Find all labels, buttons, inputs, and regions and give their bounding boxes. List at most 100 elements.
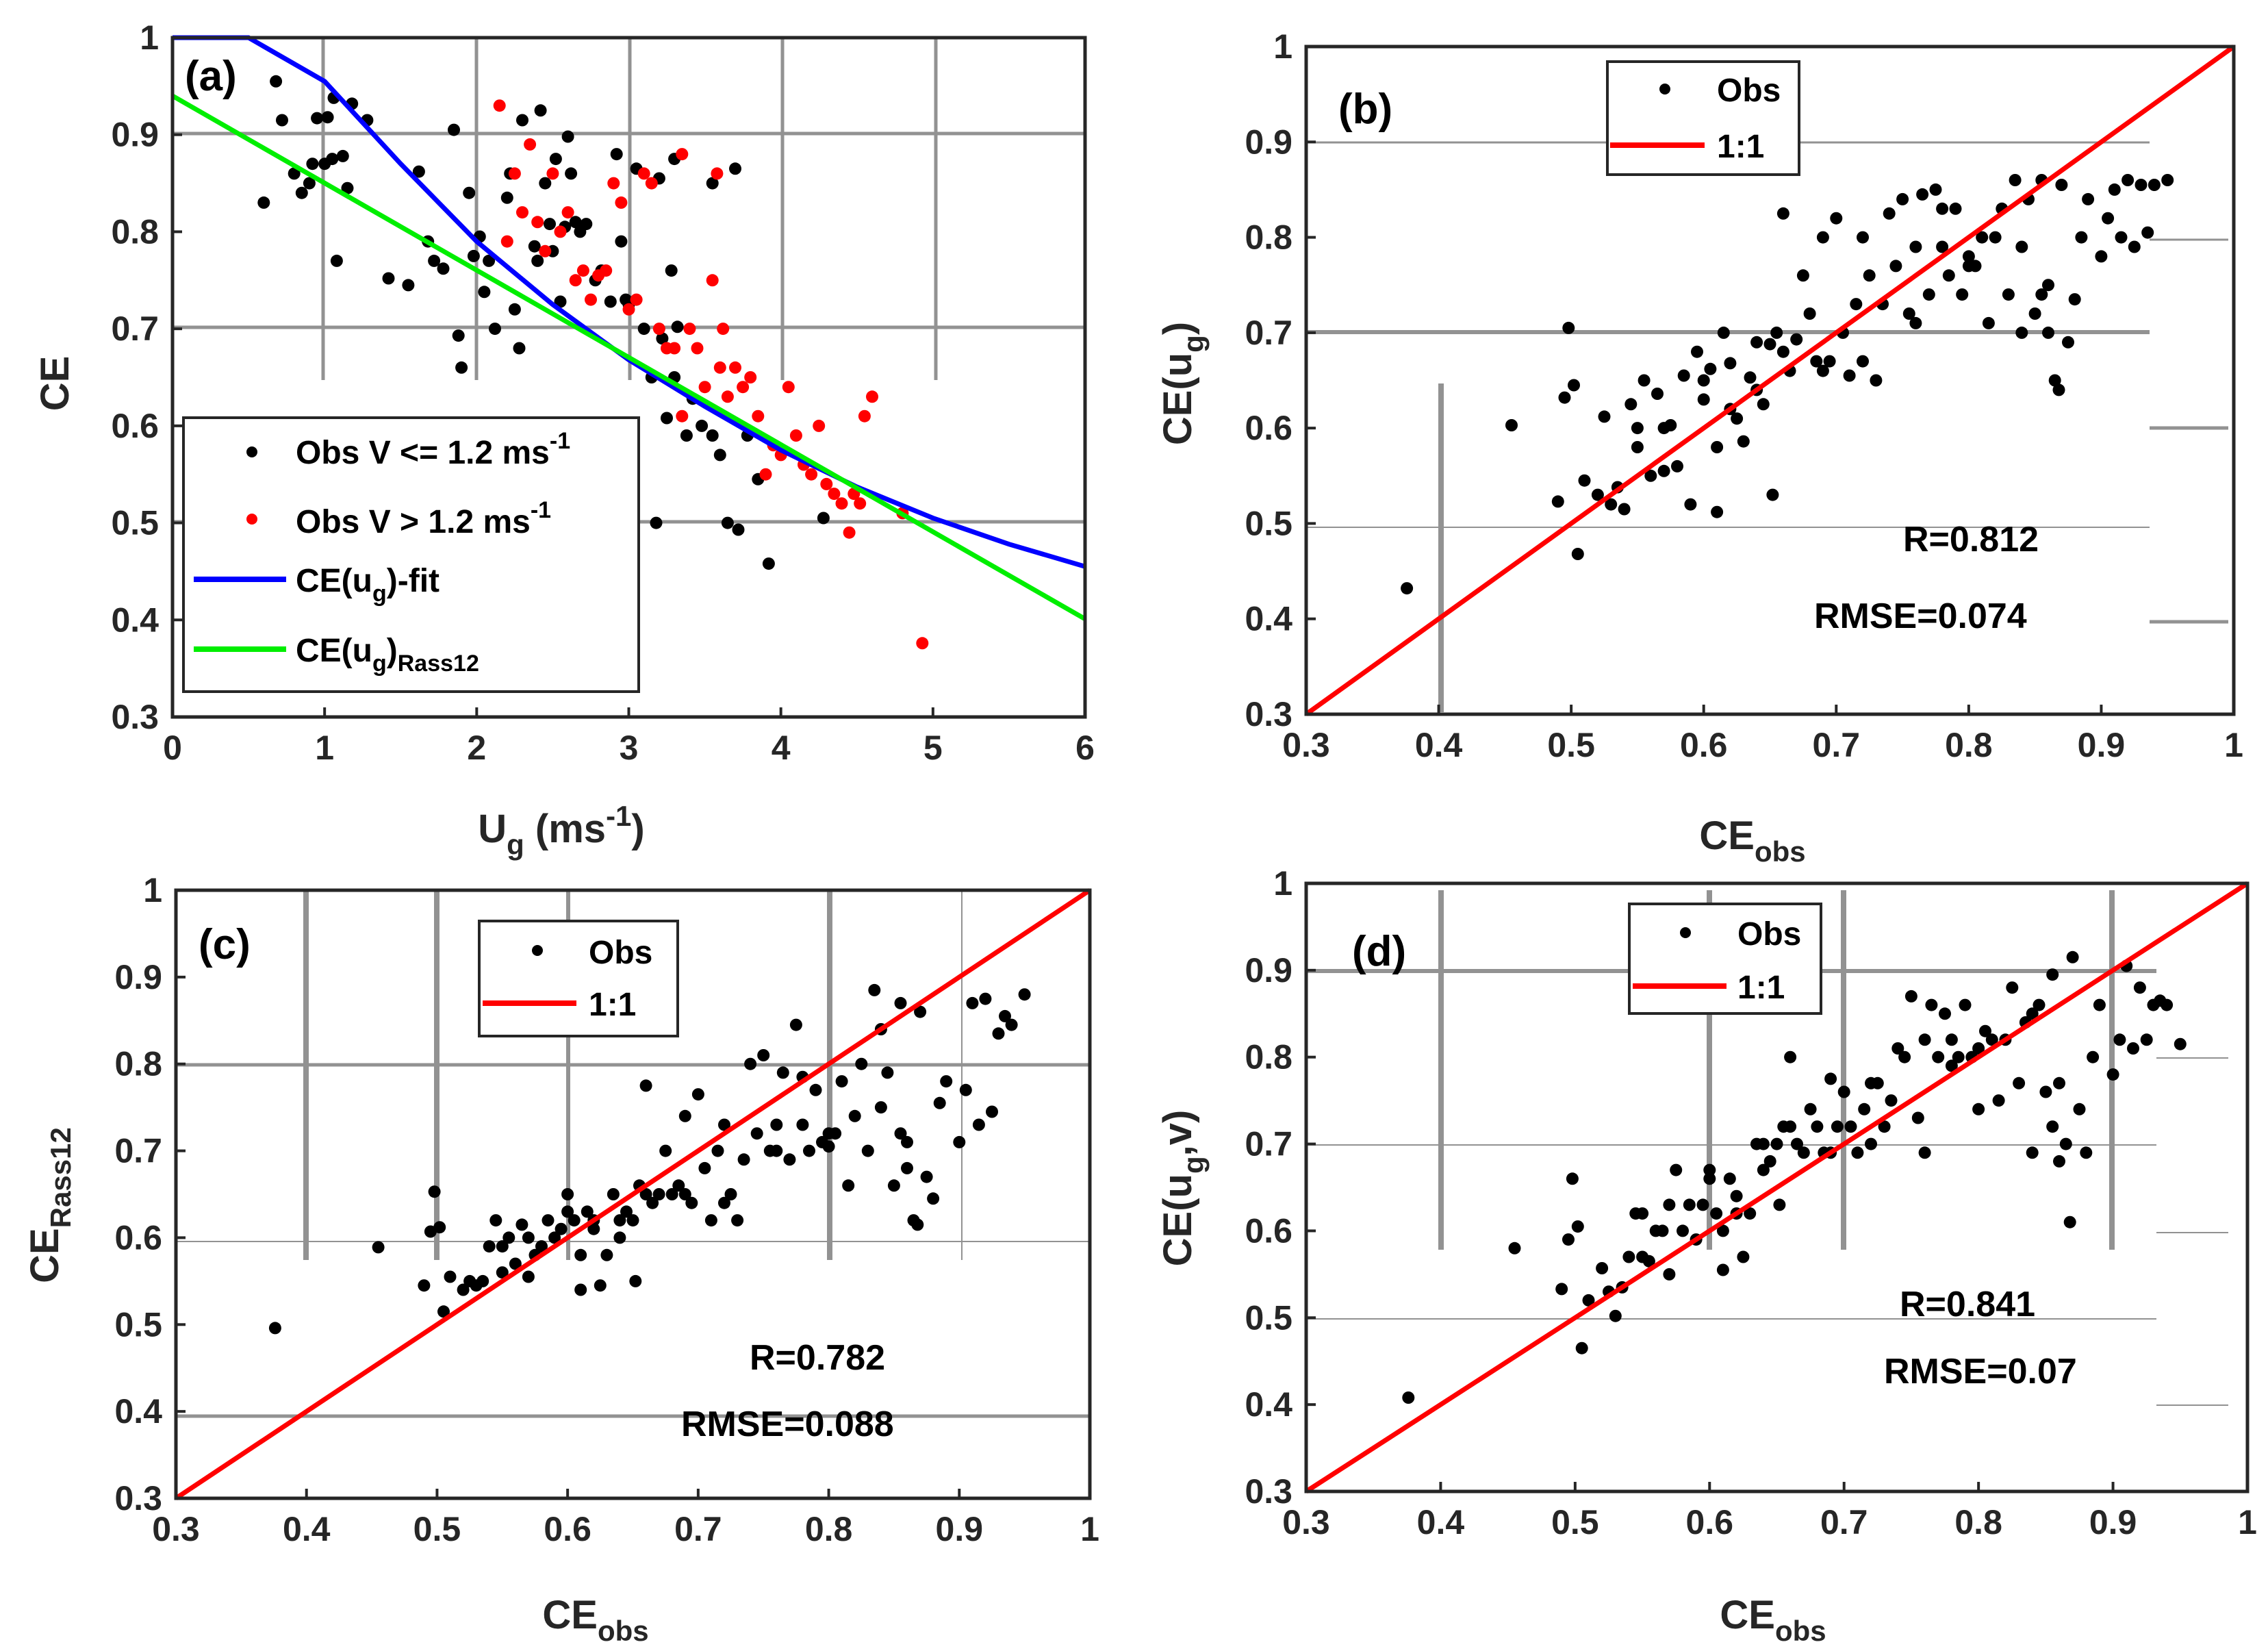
panel-a-point bbox=[452, 329, 465, 342]
panel-a-point bbox=[737, 381, 750, 394]
panel-b-rmse-value: RMSE=0.074 bbox=[1814, 596, 2027, 636]
panel-c-point bbox=[835, 1075, 848, 1088]
panel-b-point bbox=[2128, 240, 2141, 253]
panel-d-point bbox=[2066, 950, 2079, 963]
panel-a-point bbox=[554, 225, 567, 238]
panel-b-xtick-label: 0.4 bbox=[1415, 726, 1463, 764]
panel-d-point bbox=[1871, 1076, 1884, 1089]
panel-a-point bbox=[713, 449, 726, 462]
panel-a-point bbox=[500, 191, 513, 204]
panel-d-ytick-label: 0.9 bbox=[1245, 951, 1292, 990]
panel-a-ytick-label: 0.4 bbox=[111, 601, 159, 639]
panel-a-point bbox=[463, 186, 476, 199]
panel-a-point bbox=[680, 429, 693, 442]
panel-d-point bbox=[1757, 1137, 1770, 1150]
panel-c-point bbox=[581, 1205, 594, 1218]
panel-a-legend: Obs V <= 1.2 ms-1 Obs V > 1.2 ms-1 CE(ug… bbox=[182, 416, 640, 693]
panel-c-ytick-label: 0.3 bbox=[114, 1479, 162, 1517]
panel-b-point bbox=[1724, 357, 1737, 370]
panel-c-point bbox=[418, 1279, 431, 1292]
panel-c-point bbox=[894, 1127, 907, 1140]
panel-b-point bbox=[1717, 326, 1730, 339]
panel-c-point bbox=[698, 1161, 711, 1174]
panel-b-ytick-label: 0.8 bbox=[1245, 218, 1292, 257]
panel-b-point bbox=[2068, 293, 2081, 306]
panel-d-point bbox=[2039, 1085, 2052, 1098]
panel-d-point bbox=[1945, 1059, 1958, 1072]
panel-c-point bbox=[515, 1218, 528, 1231]
panel-a-point bbox=[576, 264, 589, 277]
panel-d-point bbox=[1642, 1255, 1655, 1268]
panel-c-point bbox=[927, 1192, 940, 1205]
panel-c-point bbox=[555, 1222, 568, 1235]
panel-b-point bbox=[2035, 288, 2048, 301]
panel-a-point bbox=[382, 272, 395, 285]
panel-d-ytick-label: 0.3 bbox=[1245, 1472, 1292, 1511]
panel-b-point bbox=[1857, 355, 1869, 368]
panel-a-point bbox=[330, 254, 343, 267]
panel-c-point bbox=[613, 1214, 626, 1227]
panel-a-point bbox=[326, 153, 339, 166]
panel-a-point bbox=[508, 167, 521, 180]
panel-c-point bbox=[600, 1248, 613, 1261]
panel-b-xtick-label: 1 bbox=[2224, 726, 2243, 764]
panel-d-point bbox=[1663, 1268, 1676, 1281]
panel-d-point bbox=[2063, 1215, 2076, 1228]
panel-b-point bbox=[1731, 412, 1744, 425]
panel-c-point bbox=[428, 1185, 441, 1198]
panel-d-xtick-label: 0.3 bbox=[1282, 1503, 1330, 1541]
panel-c-point bbox=[953, 1135, 966, 1148]
panel-b-point bbox=[1704, 362, 1717, 375]
panel-c-point bbox=[433, 1221, 446, 1234]
panel-d-ytick-label: 0.7 bbox=[1245, 1125, 1292, 1163]
panel-b-point bbox=[1942, 269, 1955, 282]
panel-c-point bbox=[770, 1144, 783, 1157]
panel-d-point bbox=[1703, 1172, 1716, 1185]
panel-c-point bbox=[874, 1101, 887, 1114]
panel-b-point bbox=[1803, 307, 1816, 320]
panel-c-point bbox=[535, 1240, 548, 1253]
panel-b-point bbox=[1691, 345, 1703, 358]
panel-a-xlabel: Ug (ms-1) bbox=[478, 800, 645, 861]
panel-c-point bbox=[496, 1240, 509, 1253]
panel-a-point bbox=[554, 295, 567, 308]
panel-c-legend-obs: Obs bbox=[589, 935, 652, 971]
panel-b-point bbox=[2052, 383, 2065, 396]
panel-d-point bbox=[2093, 998, 2106, 1011]
panel-a-point bbox=[544, 218, 556, 231]
panel-b-point bbox=[1863, 269, 1876, 282]
panel-b-point bbox=[1776, 345, 1789, 358]
panel-b-point bbox=[1624, 398, 1638, 411]
panel-c-legend-11: 1:1 bbox=[589, 987, 636, 1023]
panel-d-point bbox=[1609, 1309, 1622, 1322]
panel-a-point bbox=[711, 167, 724, 180]
panel-a-point bbox=[637, 323, 650, 336]
panel-b-point bbox=[1750, 336, 1763, 349]
panel-d-point bbox=[1596, 1262, 1609, 1274]
panel-b-point bbox=[2095, 250, 2108, 263]
panel-c-point bbox=[659, 1144, 672, 1157]
panel-c-point bbox=[940, 1075, 953, 1088]
panel-c-point bbox=[842, 1179, 855, 1192]
panel-a-point bbox=[295, 186, 308, 199]
panel-c-point bbox=[757, 1049, 770, 1061]
panel-c-r-value: R=0.782 bbox=[750, 1338, 885, 1378]
panel-c-xtick-label: 0.7 bbox=[674, 1510, 722, 1548]
panel-b-xtick-label: 0.5 bbox=[1547, 726, 1595, 764]
panel-a-point bbox=[706, 274, 719, 287]
panel-c-ytick-label: 0.5 bbox=[114, 1305, 162, 1344]
panel-c-point bbox=[979, 992, 992, 1005]
panel-d-point bbox=[1865, 1137, 1877, 1150]
panel-d-point bbox=[1952, 1050, 1965, 1063]
panel-c-point bbox=[372, 1241, 385, 1254]
panel-b-point bbox=[1909, 316, 1922, 329]
panel-c-point bbox=[509, 1257, 522, 1270]
panel-a-point bbox=[762, 557, 775, 570]
panel-b-point bbox=[1605, 498, 1618, 511]
panel-d-point bbox=[1716, 1224, 1729, 1237]
panel-a-point bbox=[516, 114, 528, 127]
panel-c-ytick-label: 0.8 bbox=[114, 1045, 162, 1083]
panel-d-point bbox=[1773, 1198, 1786, 1211]
panel-b-point bbox=[2082, 192, 2095, 205]
panel-b-point bbox=[1962, 250, 1975, 263]
